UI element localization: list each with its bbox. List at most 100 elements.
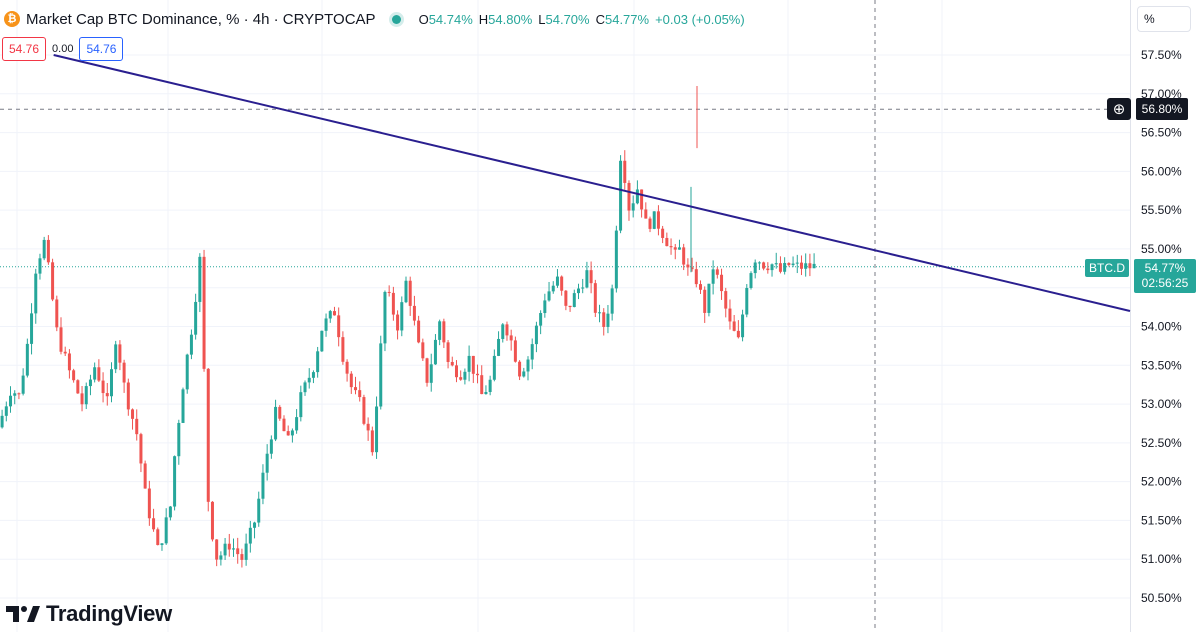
candle-body bbox=[383, 291, 387, 344]
y-tick-label: 54.00% bbox=[1141, 320, 1182, 334]
candle-body bbox=[299, 392, 303, 418]
candle-body bbox=[387, 291, 391, 293]
candle-body bbox=[51, 262, 55, 300]
candle-body bbox=[295, 417, 299, 431]
candle-body bbox=[635, 189, 639, 204]
candle-body bbox=[774, 263, 778, 265]
unit-selector[interactable]: % bbox=[1137, 6, 1191, 32]
candle-body bbox=[21, 375, 25, 394]
candle-body bbox=[210, 501, 214, 540]
candle-body bbox=[366, 423, 370, 431]
candle-body bbox=[648, 218, 652, 229]
symbol-tag: BTC.D bbox=[1085, 259, 1129, 277]
candle-body bbox=[17, 393, 21, 395]
candle-body bbox=[673, 247, 677, 250]
tradingview-logo[interactable]: TradingView bbox=[6, 601, 172, 627]
ohlc-high-label: H bbox=[478, 11, 489, 27]
candle-body bbox=[791, 263, 795, 266]
y-tick-label: 52.50% bbox=[1141, 436, 1182, 450]
candle-body bbox=[38, 258, 42, 274]
candle-body bbox=[534, 325, 538, 345]
candle-body bbox=[732, 321, 736, 331]
candle-body bbox=[501, 324, 505, 339]
candle-body bbox=[13, 393, 17, 396]
candle-body bbox=[652, 211, 656, 229]
candle-body bbox=[505, 324, 509, 336]
sell-button[interactable]: 54.76 bbox=[2, 37, 47, 61]
candle-body bbox=[783, 262, 787, 272]
candle-body bbox=[46, 239, 50, 263]
candle-body bbox=[417, 320, 421, 343]
candle-body bbox=[324, 318, 328, 331]
candle-body bbox=[640, 189, 644, 210]
candle-body bbox=[808, 263, 812, 269]
candle-body bbox=[728, 308, 732, 322]
buy-button[interactable]: 54.76 bbox=[79, 37, 124, 61]
candle-body bbox=[316, 351, 320, 373]
add-alert-icon[interactable]: ⊕ bbox=[1107, 98, 1131, 120]
candle-body bbox=[345, 361, 349, 374]
ohlc-low-label: L bbox=[538, 11, 546, 27]
candle-body bbox=[0, 415, 4, 428]
candle-body bbox=[101, 380, 105, 394]
y-tick-label: 55.50% bbox=[1141, 203, 1182, 217]
candle-body bbox=[585, 270, 589, 288]
candle-body bbox=[412, 305, 416, 321]
candle-body bbox=[59, 327, 63, 352]
candle-body bbox=[244, 543, 248, 560]
candle-body bbox=[156, 529, 160, 546]
candle-body bbox=[160, 543, 164, 546]
candle-body bbox=[55, 299, 59, 328]
candle-body bbox=[25, 343, 29, 376]
candle-body bbox=[602, 312, 606, 327]
y-tick-label: 51.50% bbox=[1141, 513, 1182, 527]
candle-body bbox=[143, 463, 147, 489]
y-tick-label: 56.00% bbox=[1141, 164, 1182, 178]
ohlc-open-value: 54.74% bbox=[428, 11, 473, 27]
ohlc-open-label: O bbox=[418, 11, 429, 27]
ohlc-low-value: 54.70% bbox=[545, 11, 590, 27]
candle-body bbox=[459, 377, 463, 380]
candle-body bbox=[80, 393, 84, 405]
candle-body bbox=[433, 339, 437, 365]
spread-value: 0.00 bbox=[52, 43, 74, 55]
market-status-icon bbox=[391, 14, 401, 24]
bitcoin-icon: ₿ bbox=[4, 11, 20, 27]
candle-body bbox=[547, 291, 551, 301]
candle-body bbox=[391, 292, 395, 315]
candle-body bbox=[408, 280, 412, 306]
candle-body bbox=[799, 262, 803, 269]
candle-body bbox=[766, 268, 770, 271]
candle-body bbox=[404, 280, 408, 303]
y-tick-label: 50.50% bbox=[1141, 591, 1182, 605]
candle-body bbox=[699, 284, 703, 290]
candle-body bbox=[606, 313, 610, 327]
candle-body bbox=[286, 431, 290, 436]
candle-body bbox=[509, 335, 513, 341]
candle-body bbox=[694, 269, 698, 285]
candle-body bbox=[177, 422, 181, 457]
candle-body bbox=[168, 506, 172, 518]
ohlc-close-label: C bbox=[595, 11, 605, 27]
ohlc-values: O54.74% H54.80% L54.70% C54.77% +0.03 (+… bbox=[419, 12, 745, 27]
candle-body bbox=[131, 409, 135, 419]
candle-body bbox=[795, 262, 799, 264]
candle-body bbox=[576, 288, 580, 294]
candle-body bbox=[745, 287, 749, 315]
candle-body bbox=[274, 406, 278, 440]
symbol-title[interactable]: Market Cap BTC Dominance, % · 4h · CRYPT… bbox=[26, 10, 376, 28]
candle-body bbox=[492, 355, 496, 380]
candle-body bbox=[690, 267, 694, 270]
candle-body bbox=[341, 337, 345, 362]
candle-body bbox=[421, 342, 425, 359]
candle-body bbox=[530, 344, 534, 360]
chart-header: ₿ Market Cap BTC Dominance, % · 4h · CRY… bbox=[4, 9, 745, 29]
candle-body bbox=[644, 209, 648, 219]
candle-body bbox=[661, 228, 665, 238]
candle-body bbox=[488, 379, 492, 392]
candle-body bbox=[223, 543, 227, 556]
candle-body bbox=[724, 291, 728, 309]
bar-countdown: 02:56:25 bbox=[1141, 276, 1189, 290]
candle-body bbox=[227, 543, 231, 550]
